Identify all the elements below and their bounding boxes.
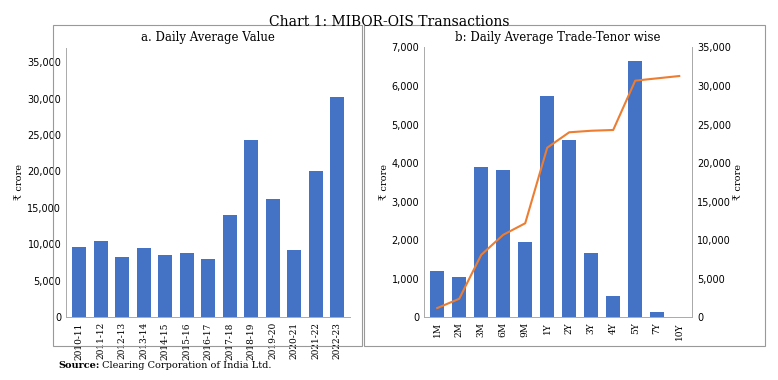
Text: Clearing Corporation of India Ltd.: Clearing Corporation of India Ltd. [99, 361, 272, 370]
Bar [223, 215, 237, 317]
Bar [430, 271, 444, 317]
Bar [330, 97, 344, 317]
Bar [562, 140, 576, 317]
Bar [115, 257, 129, 317]
Title: a. Daily Average Value: a. Daily Average Value [141, 30, 275, 44]
Text: Chart 1: MIBOR-OIS Transactions: Chart 1: MIBOR-OIS Transactions [268, 15, 510, 29]
Bar [496, 170, 510, 317]
Bar [158, 255, 172, 317]
Title: b: Daily Average Trade-Tenor wise: b: Daily Average Trade-Tenor wise [455, 30, 661, 44]
Bar [265, 199, 279, 317]
Y-axis label: ₹ crore: ₹ crore [16, 165, 24, 200]
Bar [72, 247, 86, 317]
Bar [518, 242, 532, 317]
Bar [452, 277, 466, 317]
Bar [540, 96, 555, 317]
Bar [244, 140, 258, 317]
Bar [287, 250, 301, 317]
Bar [628, 61, 643, 317]
Text: Source:: Source: [58, 361, 100, 370]
Bar [606, 296, 620, 317]
Bar [474, 167, 489, 317]
Bar [202, 259, 215, 317]
Bar [309, 171, 323, 317]
Bar [650, 312, 664, 317]
Bar [137, 248, 151, 317]
Bar [93, 241, 107, 317]
Y-axis label: ₹ crore: ₹ crore [380, 165, 389, 200]
Y-axis label: ₹ crore: ₹ crore [734, 165, 743, 200]
Bar [584, 253, 598, 317]
Bar [180, 253, 194, 317]
